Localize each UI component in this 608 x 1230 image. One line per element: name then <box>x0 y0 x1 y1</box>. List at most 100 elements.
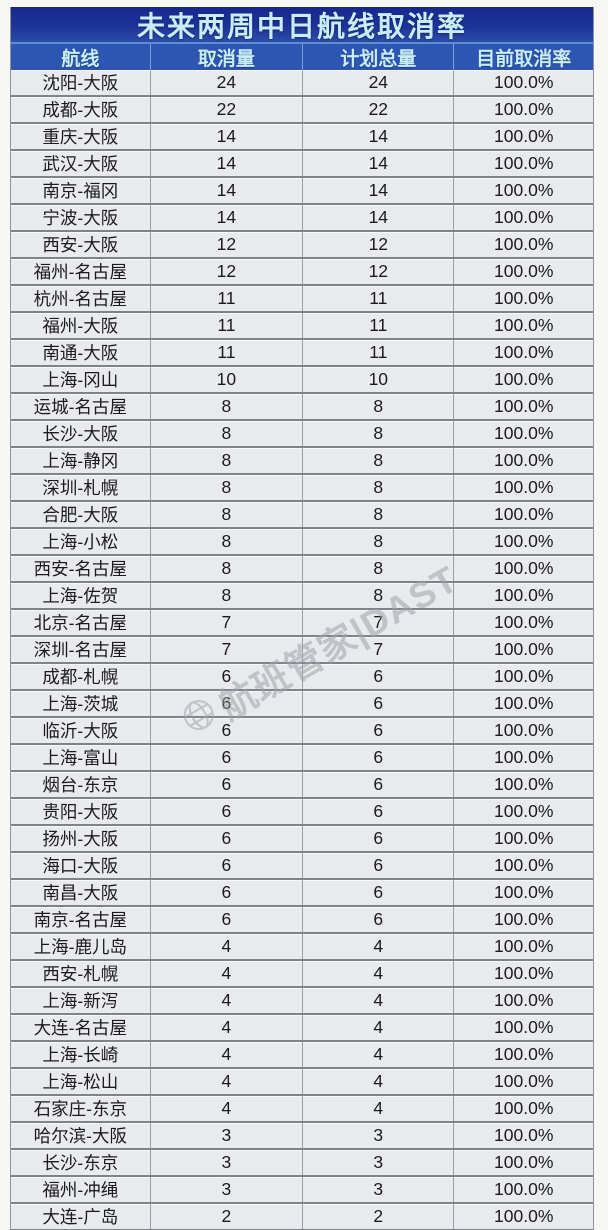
cancel-rate-cell: 100.0% <box>454 475 593 500</box>
planned-total-cell: 8 <box>303 421 455 446</box>
route-cell: 上海-冈山 <box>11 367 151 392</box>
route-cell: 扬州-大阪 <box>11 826 151 851</box>
cancelled-count-cell: 4 <box>151 1042 304 1067</box>
cancel-rate-cell: 100.0% <box>454 1015 593 1040</box>
planned-total-cell: 7 <box>303 610 455 635</box>
table-row: 西安-大阪 12 12 100.0% <box>11 232 593 259</box>
cancel-rate-cell: 100.0% <box>454 205 593 230</box>
route-cell: 海口-大阪 <box>11 853 151 878</box>
cancel-rate-cell: 100.0% <box>454 70 593 95</box>
cancel-rate-cell: 100.0% <box>454 529 593 554</box>
cancel-rate-cell: 100.0% <box>454 718 593 743</box>
planned-total-cell: 14 <box>303 124 455 149</box>
planned-total-cell: 6 <box>303 826 455 851</box>
planned-total-cell: 6 <box>303 718 455 743</box>
cancelled-count-cell: 7 <box>151 637 304 662</box>
route-cell: 哈尔滨-大阪 <box>11 1123 151 1148</box>
cancelled-count-cell: 7 <box>151 610 304 635</box>
column-header-planned-total: 计划总量 <box>303 44 455 70</box>
route-cell: 上海-鹿儿岛 <box>11 934 151 959</box>
table-row: 北京-名古屋 7 7 100.0% <box>11 610 593 637</box>
table-row: 重庆-大阪 14 14 100.0% <box>11 124 593 151</box>
planned-total-cell: 8 <box>303 529 455 554</box>
cancel-rate-cell: 100.0% <box>454 610 593 635</box>
cancelled-count-cell: 6 <box>151 880 304 905</box>
cancel-rate-cell: 100.0% <box>454 772 593 797</box>
cancelled-count-cell: 8 <box>151 583 304 608</box>
cancelled-count-cell: 4 <box>151 961 304 986</box>
cancelled-count-cell: 22 <box>151 97 304 122</box>
route-cell: 上海-松山 <box>11 1069 151 1094</box>
cancelled-count-cell: 11 <box>151 286 304 311</box>
cancelled-count-cell: 4 <box>151 934 304 959</box>
table-row: 大连-名古屋 4 4 100.0% <box>11 1015 593 1042</box>
table-body: 沈阳-大阪 24 24 100.0% 成都-大阪 22 22 100.0% 重庆-大阪 14 14 1… <box>11 70 593 1230</box>
cancel-rate-cell: 100.0% <box>454 259 593 284</box>
table-row: 合肥-大阪 8 8 100.0% <box>11 502 593 529</box>
table-row: 大连-广岛 2 2 100.0% <box>11 1204 593 1230</box>
route-cell: 西安-札幌 <box>11 961 151 986</box>
planned-total-cell: 10 <box>303 367 455 392</box>
cancel-rate-cell: 100.0% <box>454 1069 593 1094</box>
table-row: 西安-札幌 4 4 100.0% <box>11 961 593 988</box>
route-cell: 上海-茨城 <box>11 691 151 716</box>
route-cell: 长沙-大阪 <box>11 421 151 446</box>
table-row: 福州-冲绳 3 3 100.0% <box>11 1177 593 1204</box>
planned-total-cell: 4 <box>303 1096 455 1121</box>
table-row: 杭州-名古屋 11 11 100.0% <box>11 286 593 313</box>
table-row: 运城-名古屋 8 8 100.0% <box>11 394 593 421</box>
table-row: 长沙-大阪 8 8 100.0% <box>11 421 593 448</box>
column-header-cancel-rate: 目前取消率 <box>476 48 572 70</box>
cancelled-count-cell: 6 <box>151 664 304 689</box>
route-cell: 成都-大阪 <box>11 97 151 122</box>
cancelled-count-cell: 8 <box>151 529 304 554</box>
table-row: 南京-名古屋 6 6 100.0% <box>11 907 593 934</box>
cancel-rate-cell: 100.0% <box>454 556 593 581</box>
cancel-rate-cell: 100.0% <box>454 232 593 257</box>
planned-total-cell: 4 <box>303 1015 455 1040</box>
table-row: 南昌-大阪 6 6 100.0% <box>11 880 593 907</box>
table-row: 西安-名古屋 8 8 100.0% <box>11 556 593 583</box>
table-row: 南京-福冈 14 14 100.0% <box>11 178 593 205</box>
planned-total-cell: 6 <box>303 880 455 905</box>
column-header-route: 航线 <box>11 44 151 70</box>
cancel-rate-cell: 100.0% <box>454 97 593 122</box>
planned-total-cell: 6 <box>303 853 455 878</box>
cancel-rate-cell: 100.0% <box>454 988 593 1013</box>
cancel-rate-cell: 100.0% <box>454 367 593 392</box>
planned-total-cell: 8 <box>303 475 455 500</box>
cancelled-count-cell: 10 <box>151 367 304 392</box>
cancelled-count-cell: 12 <box>151 259 304 284</box>
table-row: 宁波-大阪 14 14 100.0% <box>11 205 593 232</box>
cancel-rate-cell: 100.0% <box>454 340 593 365</box>
cancelled-count-cell: 4 <box>151 1015 304 1040</box>
cancel-rate-cell: 100.0% <box>454 880 593 905</box>
route-cell: 南通-大阪 <box>11 340 151 365</box>
cancelled-count-cell: 8 <box>151 448 304 473</box>
table-row: 上海-佐贺 8 8 100.0% <box>11 583 593 610</box>
route-cell: 长沙-东京 <box>11 1150 151 1175</box>
route-cell: 南京-名古屋 <box>11 907 151 932</box>
route-cell: 上海-富山 <box>11 745 151 770</box>
cancel-rate-cell: 100.0% <box>454 151 593 176</box>
planned-total-cell: 8 <box>303 502 455 527</box>
cancel-rate-cell: 100.0% <box>454 853 593 878</box>
route-cell: 西安-大阪 <box>11 232 151 257</box>
cancelled-count-cell: 14 <box>151 151 304 176</box>
cancel-rate-cell: 100.0% <box>454 502 593 527</box>
cancel-rate-cell: 100.0% <box>454 421 593 446</box>
cancelled-count-cell: 2 <box>151 1204 304 1229</box>
table-row: 临沂-大阪 6 6 100.0% <box>11 718 593 745</box>
planned-total-cell: 3 <box>303 1177 455 1202</box>
table-row: 上海-小松 8 8 100.0% <box>11 529 593 556</box>
route-cell: 大连-名古屋 <box>11 1015 151 1040</box>
planned-total-cell: 4 <box>303 1042 455 1067</box>
cancelled-count-cell: 24 <box>151 70 304 95</box>
cancelled-count-cell: 12 <box>151 232 304 257</box>
route-cell: 北京-名古屋 <box>11 610 151 635</box>
planned-total-cell: 4 <box>303 1069 455 1094</box>
cancelled-count-cell: 6 <box>151 772 304 797</box>
cancel-rate-cell: 100.0% <box>454 1204 593 1229</box>
cancelled-count-cell: 8 <box>151 421 304 446</box>
cancel-rate-cell: 100.0% <box>454 826 593 851</box>
